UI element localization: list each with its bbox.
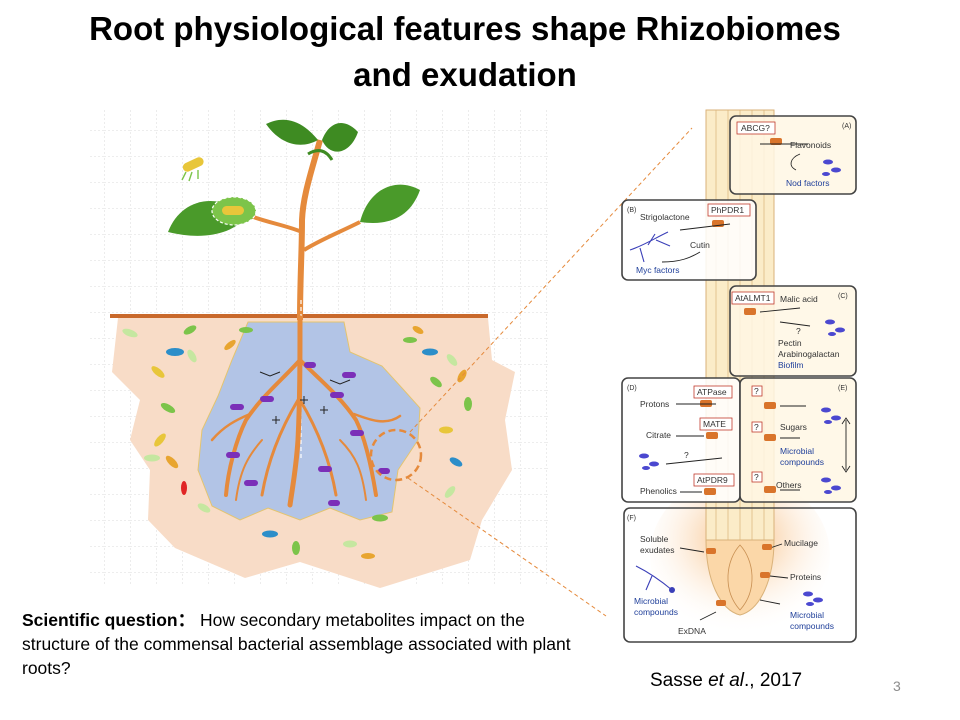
panel-f-letter: (F): [627, 515, 636, 522]
scientific-question: Scientific question： How secondary metab…: [22, 608, 592, 680]
panel-f-microbes: [803, 591, 823, 606]
panel-c-label-pectin: Pectin: [778, 338, 802, 348]
panel-f: (F) Soluble exudates Mucilage Proteins M…: [623, 507, 857, 643]
panel-d-label-protons: Protons: [640, 399, 669, 409]
panel-a-transporter: ABCG?: [741, 123, 770, 133]
panel-a-microbes: [822, 159, 841, 176]
citation-author: Sasse: [650, 670, 709, 691]
panel-e-letter: (E): [838, 385, 847, 392]
plant-stem: [297, 139, 323, 321]
root-tip: [705, 539, 775, 616]
panel-d-transporter-mate: MATE: [703, 419, 726, 429]
panel-c-label-biofilm: Biofilm: [778, 360, 804, 370]
panel-f-label-soluble: Soluble: [640, 534, 669, 544]
panel-a: (A) ABCG? Flavonoids Nod factors: [729, 115, 857, 195]
panel-b-letter: (B): [627, 207, 636, 214]
zoom-guide-top: [409, 127, 693, 433]
rhizosphere-zone: [197, 321, 421, 521]
panel-e: (E) ? Sugars ? Microbial compounds ? Oth…: [739, 377, 857, 503]
panel-b-label-cutin: Cutin: [690, 240, 710, 250]
airborne-bacterium: [181, 157, 204, 182]
citation-year: ., 2017: [744, 670, 803, 691]
title-line-1: Root physiological features shape Rhizob…: [89, 10, 841, 47]
panel-c-label-malic-acid: Malic acid: [780, 294, 818, 304]
panel-a-letter: (A): [842, 123, 851, 130]
panel-f-label-exudates: exudates: [640, 545, 675, 555]
root-schematic: (A) ABCG? Flavonoids Nod factors (B) PhP…: [621, 109, 857, 643]
panel-b-transporter: PhPDR1: [711, 205, 744, 215]
panel-c-transporter: AtALMT1: [735, 293, 771, 303]
title-line-2: and exudation: [353, 56, 577, 93]
panel-d-microbes: [639, 453, 659, 470]
slide-title: Root physiological features shape Rhizob…: [0, 6, 930, 98]
panel-b-label-myc-factors: Myc factors: [636, 265, 679, 275]
panel-c-letter: (C): [838, 293, 848, 300]
panel-d: (D) ATPase Protons MATE Citrate ? AtPDR9…: [621, 377, 741, 503]
panel-d-label-phenolics: Phenolics: [640, 486, 677, 496]
panel-c-label-arabinogalactan: Arabinogalactan: [778, 349, 840, 359]
panel-e-label-sugars: Sugars: [780, 422, 807, 432]
top-left-leaf: [266, 119, 318, 145]
panel-e-microbes: [821, 407, 841, 494]
panel-e-label-q1: ?: [754, 386, 759, 396]
panel-f-label-microbial-right: Microbial: [790, 610, 824, 620]
panel-e-label-others: Others: [776, 480, 802, 490]
root-system: [210, 315, 402, 508]
root-associated-microbes: [226, 362, 390, 506]
panel-f-label-compounds-right: compounds: [790, 621, 834, 631]
panel-f-transporters: [706, 544, 772, 606]
right-leaf: [360, 184, 420, 223]
panel-c-microbes: [825, 319, 845, 336]
panel-d-transporter-atpdr9: AtPDR9: [697, 475, 728, 485]
panel-f-label-proteins: Proteins: [790, 572, 821, 582]
panel-e-label-microbial: Microbial: [780, 446, 814, 456]
panel-e-label-q3: ?: [754, 472, 759, 482]
panel-f-label-exdna: ExDNA: [678, 626, 706, 636]
right-branch: [302, 220, 361, 252]
panel-a-label-flavonoids: Flavonoids: [790, 140, 831, 150]
panel-d-label-citrate: Citrate: [646, 430, 671, 440]
zoom-circle: [369, 428, 423, 482]
secondary-metabolite-symbols: [259, 371, 351, 424]
panel-f-arrows: [679, 543, 789, 621]
question-text: How secondary metabolites impact on the …: [22, 610, 571, 678]
panel-e-label-compounds: compounds: [780, 457, 824, 467]
page-number: 3: [893, 678, 901, 694]
panel-e-label-q2: ?: [754, 422, 759, 432]
panel-b-label-strigolactone: Strigolactone: [640, 212, 690, 222]
panel-f-hyphae: [635, 565, 673, 591]
zoom-guide-bottom: [407, 477, 607, 617]
panel-b-fungal-hyphae: [629, 231, 671, 263]
leaf-bacterium: [222, 206, 244, 215]
top-right-leaf: [322, 122, 358, 152]
panel-c-label-question: ?: [796, 326, 801, 336]
citation: Sasse et al., 2017: [650, 670, 802, 692]
soil-microbes: [122, 325, 472, 559]
question-label: Scientific question：: [22, 610, 196, 630]
panel-f-label-compounds-left: compounds: [634, 607, 678, 617]
panel-d-label-question: ?: [684, 450, 689, 460]
panel-b: (B) PhPDR1 Strigolactone Cutin Myc facto…: [621, 199, 757, 281]
panel-d-letter: (D): [627, 385, 637, 392]
panel-d-transporter-atpase: ATPase: [697, 387, 727, 397]
citation-etal: et al: [708, 670, 745, 691]
panel-f-label-mucilage: Mucilage: [784, 538, 818, 548]
panel-a-label-nod-factors: Nod factors: [786, 178, 829, 188]
panel-f-label-microbial-left: Microbial: [634, 596, 668, 606]
plant-illustration: [90, 108, 693, 617]
panel-c: (C) AtALMT1 Malic acid ? Pectin Arabinog…: [729, 285, 857, 377]
